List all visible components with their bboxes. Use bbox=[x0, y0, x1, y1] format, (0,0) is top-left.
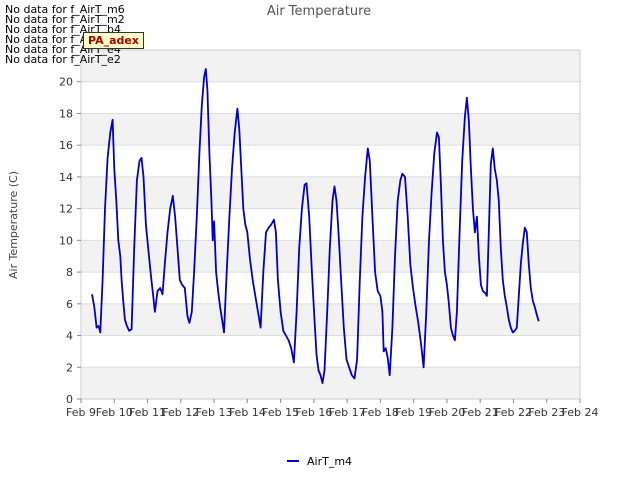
no-data-note: No data for f_AirT_b4 bbox=[5, 23, 122, 36]
x-tick-label: Feb 19 bbox=[395, 406, 432, 419]
x-tick-label: Feb 14 bbox=[229, 406, 266, 419]
grid-band bbox=[81, 113, 580, 146]
y-tick-label: 14 bbox=[59, 171, 73, 184]
grid-band bbox=[81, 303, 580, 336]
x-tick-label: Feb 20 bbox=[428, 406, 465, 419]
grid-band bbox=[81, 367, 580, 399]
plot-frame bbox=[80, 49, 581, 400]
x-tick-label: Feb 12 bbox=[162, 406, 199, 419]
no-data-note: No data for f_AirT_b2 bbox=[5, 33, 122, 46]
x-tick-label: Feb 10 bbox=[96, 406, 133, 419]
timezone-badge: PA_adex bbox=[83, 32, 144, 49]
x-tick-label: Feb 21 bbox=[462, 406, 499, 419]
no-data-note: No data for f_AirT_e2 bbox=[5, 53, 121, 66]
y-tick-label: 4 bbox=[66, 330, 73, 343]
legend: AirT_m4 bbox=[287, 455, 352, 468]
y-tick-label: 16 bbox=[59, 139, 73, 152]
grid-band bbox=[81, 176, 580, 209]
y-tick-label: 18 bbox=[59, 107, 73, 120]
x-tick-label: Feb 11 bbox=[129, 406, 166, 419]
x-tick-label: Feb 15 bbox=[262, 406, 299, 419]
y-tick-label: 8 bbox=[66, 266, 73, 279]
x-tick-label: Feb 13 bbox=[196, 406, 233, 419]
series-line-airt-m4 bbox=[91, 68, 540, 384]
y-axis-label: Air Temperature (C) bbox=[7, 171, 20, 279]
y-tick-label: 6 bbox=[66, 298, 73, 311]
grid-band bbox=[81, 50, 580, 82]
x-tick-label: Feb 24 bbox=[562, 406, 599, 419]
no-data-note: No data for f_AirT_m2 bbox=[5, 13, 125, 26]
chart-title: Air Temperature bbox=[267, 4, 371, 19]
no-data-note: No data for f_AirT_m6 bbox=[5, 3, 125, 16]
legend-label: AirT_m4 bbox=[307, 455, 352, 468]
y-tick-label: 10 bbox=[59, 234, 73, 247]
no-data-note: No data for f_AirT_e4 bbox=[5, 43, 121, 56]
y-tick-label: 0 bbox=[66, 393, 73, 406]
x-tick-label: Feb 16 bbox=[295, 406, 332, 419]
y-tick-label: 20 bbox=[59, 76, 73, 89]
x-tick-label: Feb 23 bbox=[528, 406, 565, 419]
x-tick-label: Feb 18 bbox=[362, 406, 399, 419]
y-axis: 0 2 4 6 8 10 12 14 16 18 20 bbox=[59, 76, 81, 406]
x-tick-label: Feb 9 bbox=[66, 406, 96, 419]
x-tick-label: Feb 22 bbox=[495, 406, 532, 419]
y-tick-label: 2 bbox=[66, 361, 73, 374]
y-tick-label: 12 bbox=[59, 203, 73, 216]
x-tick-label: Feb 17 bbox=[329, 406, 366, 419]
